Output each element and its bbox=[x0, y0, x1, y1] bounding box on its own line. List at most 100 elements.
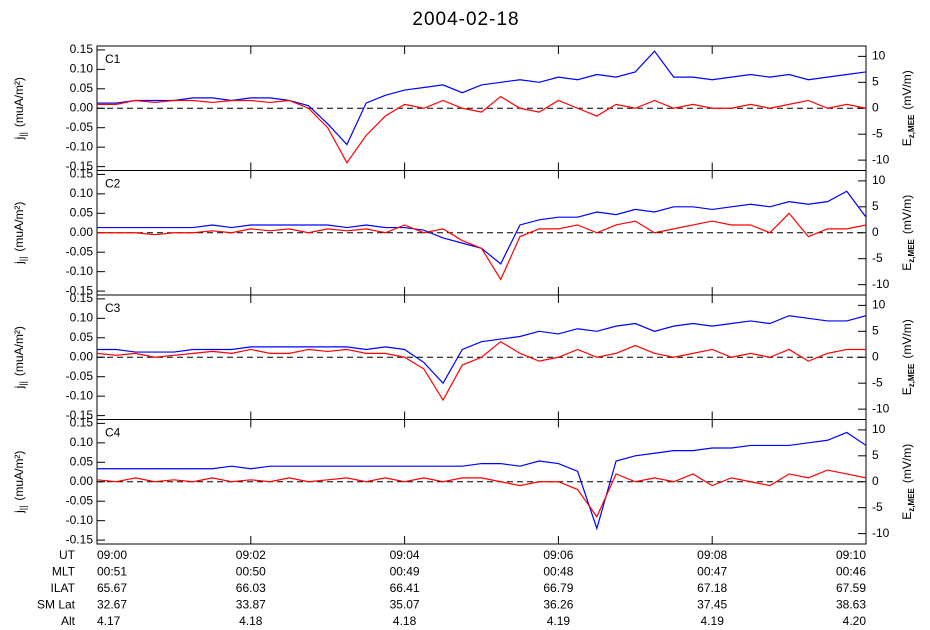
ephemeris-value: 67.59 bbox=[836, 581, 866, 595]
y2-label-sub: z,MEE bbox=[907, 487, 916, 511]
series-line bbox=[97, 315, 866, 385]
y-tick-label: -0.10 bbox=[66, 388, 94, 402]
series-line bbox=[97, 469, 866, 518]
y-label-sub: || bbox=[18, 132, 28, 137]
ephemeris-label: Alt bbox=[61, 614, 76, 628]
ephemeris-value: 00:47 bbox=[697, 565, 727, 579]
y-label-sub: || bbox=[18, 257, 28, 262]
ephemeris-label: ILAT bbox=[51, 581, 76, 595]
figure-title: 2004-02-18 bbox=[412, 9, 519, 30]
series-line bbox=[97, 212, 866, 281]
y2-tick-label: 10 bbox=[872, 422, 886, 436]
y-tick-label: -0.15 bbox=[66, 408, 94, 422]
ephemeris-value: 38.63 bbox=[836, 598, 866, 612]
ephemeris-label: SM Lat bbox=[37, 598, 76, 612]
y-tick-label: 0.15 bbox=[70, 167, 94, 181]
ephemeris-value: 09:06 bbox=[543, 548, 573, 562]
y-tick-label: 0.10 bbox=[70, 186, 94, 200]
y-label-unit: (muA/m²) bbox=[12, 77, 26, 127]
panel-label: C2 bbox=[105, 177, 121, 191]
y2-tick-label: 0 bbox=[872, 225, 879, 239]
y-tick-label: 0.00 bbox=[70, 225, 94, 239]
y-label-main: j bbox=[12, 261, 26, 265]
panel-label: C3 bbox=[105, 301, 121, 315]
y-label-unit: (muA/m²) bbox=[12, 451, 26, 501]
y2-tick-label: 0 bbox=[872, 349, 879, 363]
ephemeris-value: 4.19 bbox=[547, 614, 571, 628]
series-line bbox=[97, 50, 866, 146]
ephemeris-value: 09:10 bbox=[836, 548, 866, 562]
y-tick-label: 0.10 bbox=[70, 62, 94, 76]
y-tick-label: -0.15 bbox=[66, 283, 94, 297]
y-tick-label: -0.05 bbox=[66, 120, 94, 134]
y-label-unit: (muA/m²) bbox=[12, 202, 26, 252]
ephemeris-value: 4.18 bbox=[239, 614, 263, 628]
ephemeris-value: 4.20 bbox=[843, 614, 867, 628]
ephemeris-value: 09:04 bbox=[390, 548, 420, 562]
y2-tick-label: 0 bbox=[872, 474, 879, 488]
y-tick-label: 0.15 bbox=[70, 291, 94, 305]
y2-tick-label: 10 bbox=[872, 298, 886, 312]
ephemeris-value: 33.87 bbox=[236, 598, 266, 612]
y-tick-label: 0.00 bbox=[70, 349, 94, 363]
y-tick-label: -0.05 bbox=[66, 244, 94, 258]
y-axis-label: j|| (muA/m²) bbox=[12, 326, 28, 389]
y-label-main: j bbox=[12, 386, 26, 390]
ephemeris-value: 35.07 bbox=[390, 598, 420, 612]
y-tick-label: 0.15 bbox=[70, 416, 94, 430]
y2-tick-label: 5 bbox=[872, 74, 879, 88]
y2-tick-label: -10 bbox=[872, 152, 890, 166]
y2-label-unit: (mV/m) bbox=[900, 444, 914, 483]
y-axis-label: j|| (muA/m²) bbox=[12, 77, 28, 140]
ephemeris-value: 32.67 bbox=[97, 598, 127, 612]
y-label-main: j bbox=[12, 510, 26, 514]
y-label-sub: || bbox=[18, 381, 28, 386]
y-axis-label: j|| (muA/m²) bbox=[12, 202, 28, 265]
y2-label-sub: z,MEE bbox=[907, 363, 916, 387]
series-line bbox=[97, 431, 866, 531]
ephemeris-label: MLT bbox=[52, 565, 76, 579]
ephemeris-value: 67.18 bbox=[697, 581, 727, 595]
ephemeris-value: 4.17 bbox=[97, 614, 121, 628]
y-tick-label: -0.10 bbox=[66, 513, 94, 527]
y2-label-sub: z,MEE bbox=[907, 114, 916, 138]
ephemeris-value: 65.67 bbox=[97, 581, 127, 595]
y2-label-main: E bbox=[900, 512, 914, 520]
y-tick-label: -0.10 bbox=[66, 139, 94, 153]
y2-label-main: E bbox=[900, 138, 914, 146]
ephemeris-label: UT bbox=[59, 548, 76, 562]
ephemeris-value: 4.18 bbox=[393, 614, 417, 628]
y2-tick-label: 10 bbox=[872, 173, 886, 187]
panel-label: C4 bbox=[105, 426, 121, 440]
y2-axis-label: Ez,MEE (mV/m) bbox=[900, 70, 916, 146]
y2-tick-label: -5 bbox=[872, 500, 883, 514]
y-tick-label: 0.05 bbox=[70, 205, 94, 219]
y-tick-label: 0.05 bbox=[70, 330, 94, 344]
y-label-sub: || bbox=[18, 506, 28, 511]
y2-label-unit: (mV/m) bbox=[900, 70, 914, 109]
ephemeris-value: 00:50 bbox=[236, 565, 266, 579]
y2-tick-label: -10 bbox=[872, 401, 890, 415]
y2-label-main: E bbox=[900, 263, 914, 271]
series-line bbox=[97, 95, 866, 164]
y-tick-label: -0.15 bbox=[66, 159, 94, 173]
ephemeris-value: 66.79 bbox=[543, 581, 573, 595]
ephemeris-value: 36.26 bbox=[543, 598, 573, 612]
ephemeris-value: 09:08 bbox=[697, 548, 727, 562]
y-tick-label: 0.00 bbox=[70, 100, 94, 114]
ephemeris-value: 66.41 bbox=[390, 581, 420, 595]
y2-label-unit: (mV/m) bbox=[900, 319, 914, 358]
y2-tick-label: 5 bbox=[872, 448, 879, 462]
y2-tick-label: -5 bbox=[872, 251, 883, 265]
y2-tick-label: 5 bbox=[872, 199, 879, 213]
y-label-unit: (muA/m²) bbox=[12, 326, 26, 376]
y-tick-label: 0.05 bbox=[70, 454, 94, 468]
series-line bbox=[97, 190, 866, 265]
y-axis-label: j|| (muA/m²) bbox=[12, 451, 28, 514]
y2-label-unit: (mV/m) bbox=[900, 195, 914, 234]
ephemeris-value: 66.03 bbox=[236, 581, 266, 595]
y-tick-label: -0.10 bbox=[66, 264, 94, 278]
ephemeris-value: 00:46 bbox=[836, 565, 866, 579]
y-tick-label: 0.15 bbox=[70, 42, 94, 56]
